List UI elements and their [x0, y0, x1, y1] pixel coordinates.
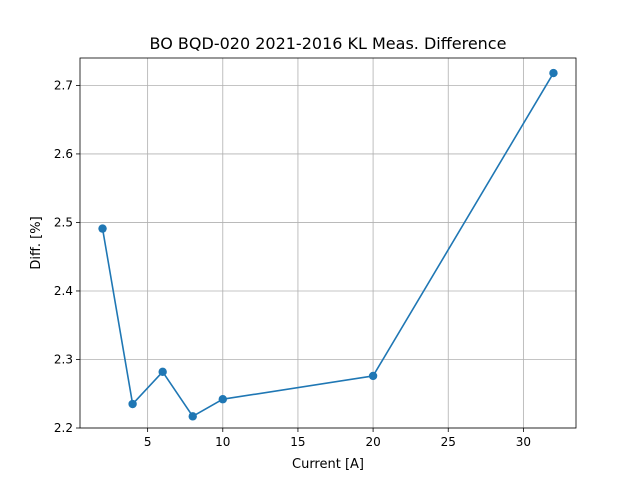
y-tick-label: 2.5	[54, 215, 73, 229]
plot-frame	[79, 57, 577, 429]
data-point	[549, 68, 558, 78]
data-point	[158, 367, 167, 377]
y-tick-label: 2.2	[54, 421, 73, 435]
data-point	[98, 224, 107, 233]
y-tick-label: 2.7	[54, 78, 73, 92]
chart-title: BO BQD-020 2021-2016 KL Meas. Difference	[150, 34, 507, 53]
series-line	[101, 72, 555, 418]
data-point	[218, 395, 227, 404]
y-tick-label: 2.4	[54, 284, 73, 298]
axis-ticks: 5 10 15 20 25 30 2.2 2.3 2.4 2.5 2.6 2.7	[54, 78, 531, 449]
x-tick-label: 10	[215, 435, 230, 449]
y-tick-label: 2.6	[54, 147, 73, 161]
x-tick-label: 20	[365, 435, 380, 449]
x-axis-label: Current [A]	[292, 457, 364, 472]
y-axis-label: Diff. [%]	[29, 216, 44, 269]
grid-lines	[80, 58, 576, 429]
x-tick-label: 15	[290, 435, 305, 449]
x-tick-label: 30	[516, 435, 531, 449]
x-tick-label: 25	[441, 435, 456, 449]
y-tick-label: 2.3	[54, 352, 73, 366]
data-point	[368, 371, 378, 381]
x-tick-label: 5	[144, 435, 152, 449]
series-layer	[98, 68, 558, 421]
data-point	[188, 412, 197, 421]
data-point	[128, 399, 137, 409]
